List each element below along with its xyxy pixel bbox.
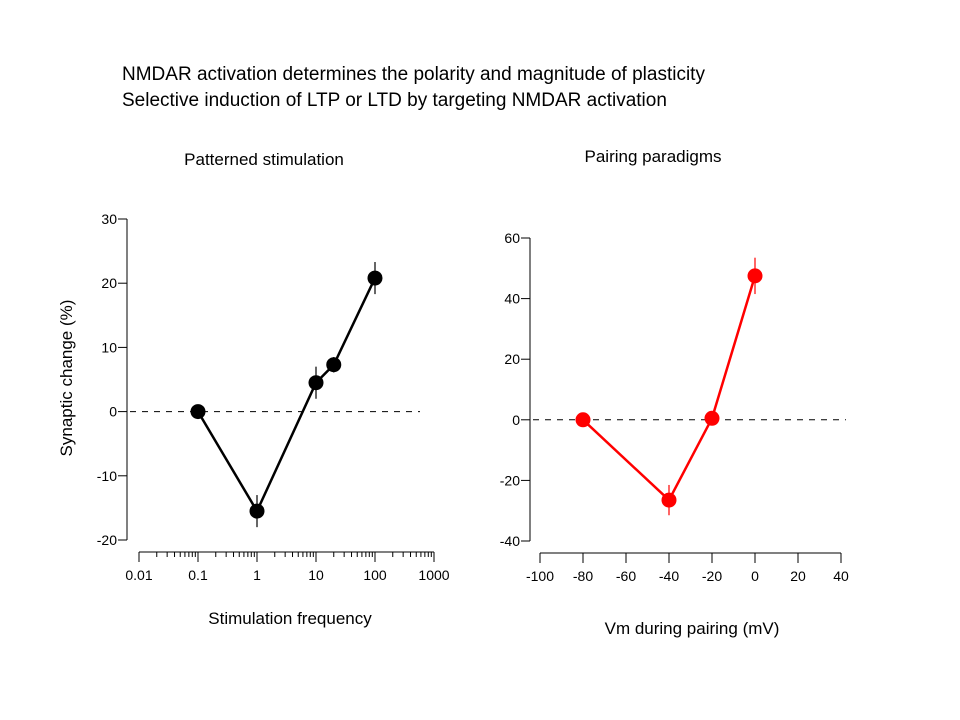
left-y-tick-label: 20 xyxy=(101,275,117,291)
right-y-tick-label: 20 xyxy=(504,351,520,367)
right-x-tick-label: -60 xyxy=(616,568,636,584)
left-y-tick-label: 30 xyxy=(101,211,117,227)
left-y-tick-label: 0 xyxy=(109,404,117,420)
right-y-tick-label: 0 xyxy=(512,412,520,428)
left-chart-title: Patterned stimulation xyxy=(184,150,344,169)
left-x-tick-label: 0.1 xyxy=(188,567,208,583)
right-x-tick-label: -40 xyxy=(659,568,679,584)
right-y-tick-label: 60 xyxy=(504,230,520,246)
right-x-tick-label: -80 xyxy=(573,568,593,584)
right-x-tick-label: -20 xyxy=(702,568,722,584)
right-data-point xyxy=(747,268,763,284)
figure-title-line-2: Selective induction of LTP or LTD by tar… xyxy=(122,90,667,111)
right-x-tick-label: 0 xyxy=(751,568,759,584)
right-x-tick-label: 20 xyxy=(790,568,806,584)
figure-title-line-1: NMDAR activation determines the polarity… xyxy=(122,64,705,85)
right-data-point xyxy=(661,492,677,508)
left-y-tick-label: -10 xyxy=(97,468,117,484)
left-y-tick-label: 10 xyxy=(101,339,117,355)
left-data-point xyxy=(249,503,265,519)
left-x-tick-label: 100 xyxy=(363,567,387,583)
right-data-point xyxy=(575,412,591,428)
left-x-tick-label: 10 xyxy=(308,567,324,583)
right-data-point xyxy=(704,410,720,426)
left-x-tick-label: 0.01 xyxy=(125,567,152,583)
left-data-point xyxy=(190,404,206,420)
left-data-point xyxy=(367,270,383,286)
right-y-tick-label: -20 xyxy=(500,472,520,488)
left-chart-xlabel: Stimulation frequency xyxy=(208,609,372,628)
left-data-point xyxy=(308,375,324,391)
right-y-tick-label: -40 xyxy=(500,533,520,549)
right-series-line xyxy=(582,275,757,503)
left-x-tick-label: 1 xyxy=(253,567,261,583)
right-x-tick-label: 40 xyxy=(833,568,849,584)
left-x-tick-label: 1000 xyxy=(418,567,449,583)
right-x-tick-label: -100 xyxy=(526,568,554,584)
right-chart-xlabel: Vm during pairing (mV) xyxy=(604,619,780,638)
left-data-point xyxy=(326,357,342,373)
left-series-line xyxy=(196,277,377,514)
left-y-tick-label: -20 xyxy=(97,532,117,548)
right-chart-title: Pairing paradigms xyxy=(584,147,722,166)
right-y-tick-label: 40 xyxy=(504,291,520,307)
